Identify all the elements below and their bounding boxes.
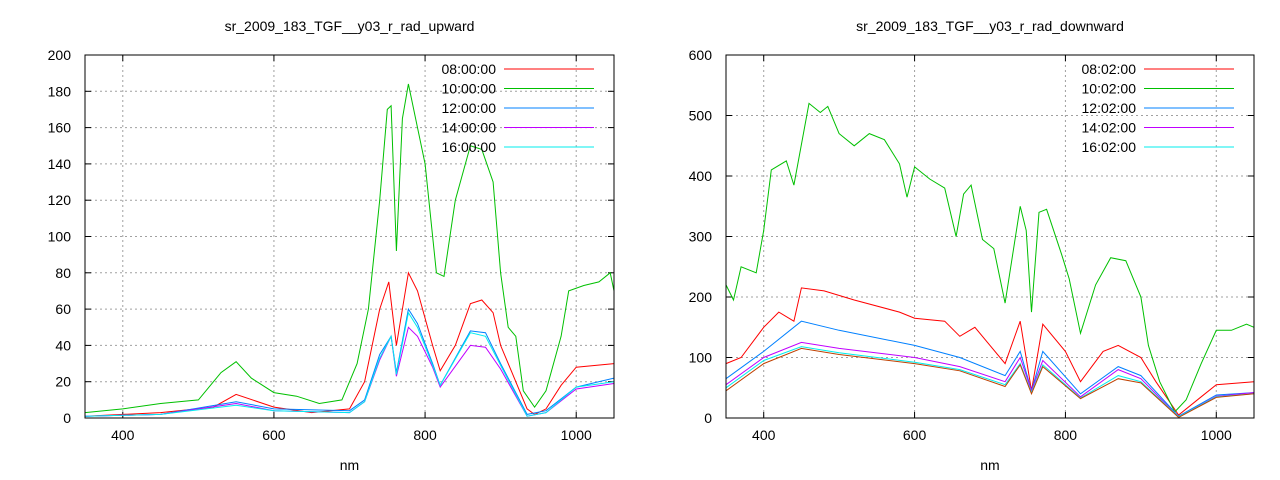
x-tick-label: 400	[752, 427, 776, 443]
plot-frame	[725, 54, 1255, 419]
y-tick-label: 160	[48, 120, 72, 136]
y-tick-label: 140	[48, 156, 72, 172]
x-tick-label: 600	[262, 427, 286, 443]
series-line-08:00:00	[84, 271, 615, 417]
y-tick-label: 40	[55, 337, 71, 353]
chart-title: sr_2009_183_TGF__y03_r_rad_downward	[856, 18, 1124, 34]
legend-label: 14:00:00	[442, 120, 497, 136]
y-tick-label: 0	[63, 410, 71, 426]
x-tick-label: 800	[1054, 427, 1078, 443]
legend-label: 10:02:00	[1082, 81, 1137, 97]
x-tick-label: 600	[903, 427, 927, 443]
legend-label: 16:02:00	[1082, 139, 1137, 155]
y-tick-label: 100	[689, 350, 713, 366]
series-line-10:00:00	[84, 83, 615, 414]
x-tick-label: 800	[413, 427, 437, 443]
series-line-12:00:00	[84, 307, 615, 417]
series-line-12:02:00	[725, 320, 1255, 417]
chart-title: sr_2009_183_TGF__y03_r_rad_upward	[225, 18, 475, 34]
legend-label: 10:00:00	[442, 81, 497, 97]
y-tick-label: 60	[55, 301, 71, 317]
x-axis-label: nm	[980, 457, 999, 473]
y-tick-label: 100	[48, 229, 72, 245]
y-tick-label: 80	[55, 265, 71, 281]
legend-label: 08:00:00	[442, 61, 497, 77]
x-tick-label: 1000	[1201, 427, 1232, 443]
legend-label: 14:02:00	[1082, 120, 1137, 136]
y-tick-label: 0	[704, 410, 712, 426]
series-line-10:02:00	[725, 102, 1255, 413]
y-tick-label: 200	[48, 47, 72, 63]
series-line-unlabeled	[725, 347, 1255, 419]
chart-panel-1: 0 100 200 300 400 500 600 400 600 800 1000 08:02:00…	[689, 18, 1255, 473]
chart-panel-0: 0 20 40 60 80 100 120 140 160 180 200 400 600 800 1000…	[48, 18, 615, 473]
y-tick-label: 300	[689, 229, 713, 245]
y-tick-label: 500	[689, 108, 713, 124]
x-tick-label: 1000	[561, 427, 592, 443]
series-line-14:02:00	[725, 341, 1255, 418]
plot-frame	[84, 54, 615, 419]
y-tick-label: 200	[689, 289, 713, 305]
y-tick-label: 600	[689, 47, 713, 63]
y-tick-label: 20	[55, 374, 71, 390]
y-tick-label: 180	[48, 83, 72, 99]
y-tick-label: 400	[689, 168, 713, 184]
series-line-08:02:00	[725, 287, 1255, 416]
legend-label: 12:02:00	[1082, 100, 1137, 116]
x-axis-label: nm	[340, 457, 359, 473]
series-line-16:00:00	[84, 311, 615, 417]
legend-label: 08:02:00	[1082, 61, 1137, 77]
y-tick-label: 120	[48, 192, 72, 208]
legend-label: 12:00:00	[442, 100, 497, 116]
legend-label: 16:00:00	[442, 139, 497, 155]
x-tick-label: 400	[111, 427, 135, 443]
